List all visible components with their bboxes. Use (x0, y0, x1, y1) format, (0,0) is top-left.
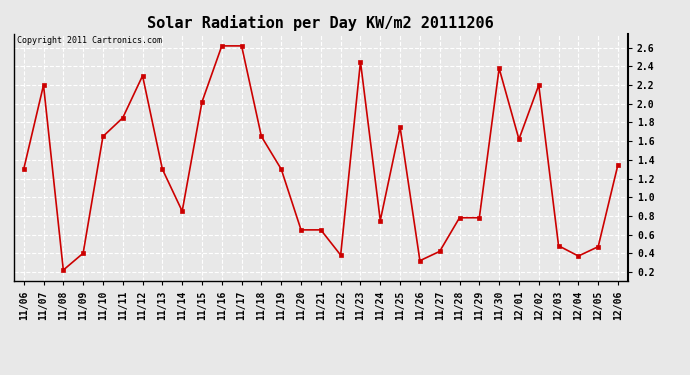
Title: Solar Radiation per Day KW/m2 20111206: Solar Radiation per Day KW/m2 20111206 (148, 15, 494, 31)
Text: Copyright 2011 Cartronics.com: Copyright 2011 Cartronics.com (17, 36, 162, 45)
